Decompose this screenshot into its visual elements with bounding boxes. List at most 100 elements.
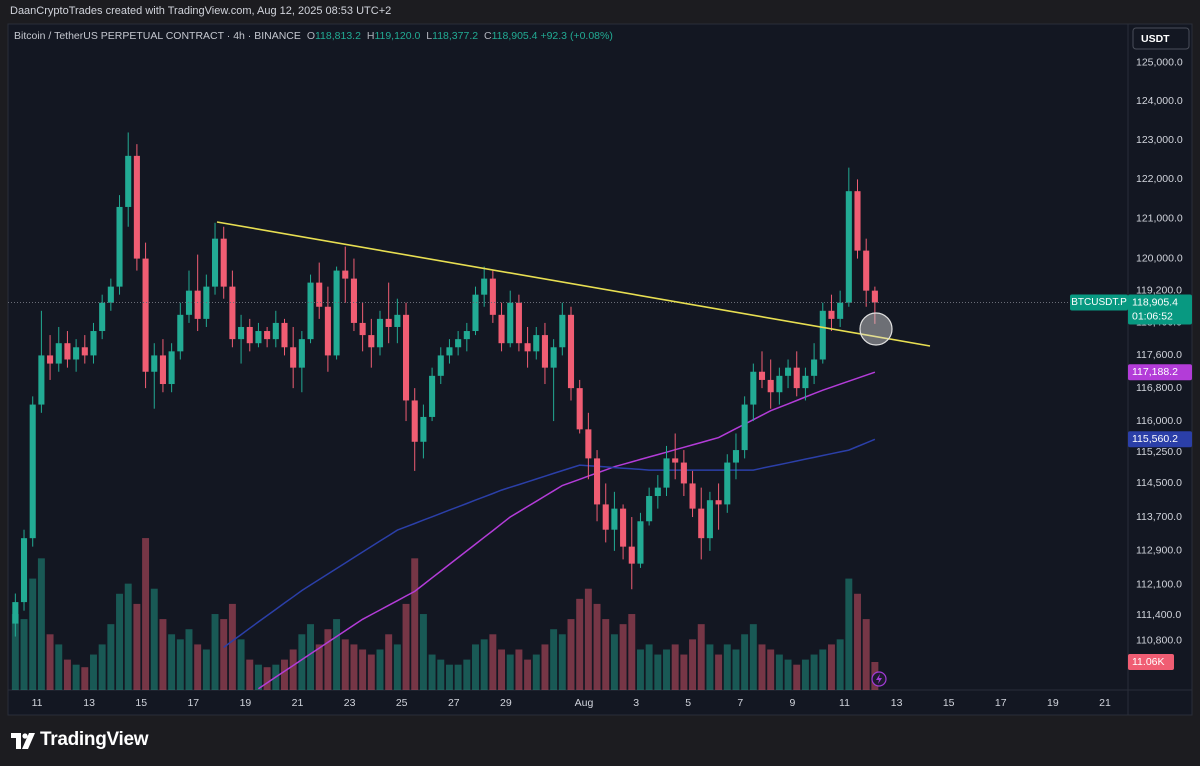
y-tick-label: 123,000.0 [1136,134,1183,146]
volume-bar [315,644,323,690]
volume-bar [801,659,809,690]
candle-body [272,322,279,340]
volume-bar [532,654,540,690]
candle-body [446,347,453,356]
volume-bar [37,558,45,690]
alert-bolt [876,674,882,684]
volume-bar [498,649,506,690]
volume-bar [732,649,740,690]
volume-bar [220,619,228,690]
currency: USDT [1141,33,1170,45]
x-tick-label: 13 [891,697,903,709]
x-tick-label: 11 [839,697,850,709]
candle-body [550,347,557,368]
volume-bar [376,649,384,690]
candle-body [116,206,123,287]
candle-body [724,462,731,505]
volume-bar [116,593,123,690]
candle-body [298,339,305,368]
ma-label-box [1128,364,1192,381]
candle-body [524,343,531,352]
candle-body [324,306,331,356]
y-tick-label: 116,800.0 [1136,382,1182,394]
volume-bar [124,583,132,690]
y-tick-label: 115,250.0 [1136,446,1182,458]
candle-body [359,322,366,336]
candle-body [133,155,140,259]
candle-body [698,508,705,539]
volume-bar [576,598,584,690]
volume-bar [489,634,497,690]
candle-body [420,416,427,442]
volume-bar [333,619,341,690]
volume-bar [385,634,393,690]
x-tick-label: 17 [187,697,199,709]
volume-label: 11.06K [1132,656,1165,668]
x-tick-label: 29 [500,697,512,709]
candle-body [281,322,288,348]
currency-button[interactable] [1132,27,1190,50]
volume-bar [211,614,219,690]
volume-bar [723,644,731,690]
x-tick-label: 9 [789,697,795,709]
candle-body [368,335,375,348]
volume-bar [341,639,349,690]
candle-body [38,355,45,405]
candle-body [472,294,479,332]
candle-body [594,458,601,505]
volume-bar [72,664,80,690]
x-tick-label: Aug [575,697,594,709]
volume-bar [480,639,488,690]
x-tick-label: 23 [344,697,356,709]
candle-body [142,258,149,372]
ma-label: 115,560.2 [1132,433,1178,445]
volume-bar [749,624,757,690]
volume-bar [367,654,375,690]
ohlc-value: 118,377.2 [432,30,479,42]
volume-bar [228,603,236,690]
candle-body [802,375,809,389]
volume-bar [324,629,332,690]
candle-body [785,367,792,376]
candle-body [411,400,418,442]
highlight-circle [859,312,893,346]
candle-body [20,538,28,603]
candle-body [342,270,349,279]
candle-body [811,359,818,376]
x-tick-label: 21 [292,697,304,709]
candle-body [159,355,166,385]
volume-bar [741,634,749,690]
change: +92.3 (+0.08%) [540,30,613,42]
volume-bar [541,644,549,690]
candle-body [776,375,783,393]
volume-bar [819,649,827,690]
ohlc-key: C [484,30,492,42]
ma-label-box [1128,431,1192,448]
volume-bar [194,644,202,690]
candle-body [837,302,844,319]
volume-bar [697,624,705,690]
candle-body [672,458,679,463]
volume-bar [610,634,618,690]
y-tick-label: 110,800.0 [1136,635,1182,647]
volume-bar [854,593,861,690]
volume-bar [289,649,297,690]
volume-bar [550,629,558,690]
x-tick-label: 25 [396,697,408,709]
brand-logo [11,733,35,749]
x-tick-label: 15 [135,697,147,709]
ohlc-key: O [306,30,315,42]
volume-bar [63,659,71,690]
candle-body [246,326,253,344]
volume-bar [793,664,801,690]
logo-part [22,733,28,739]
y-tick-label: 112,900.0 [1136,545,1182,557]
volume-bar [393,644,401,690]
y-tick-label: 125,000.0 [1136,57,1183,69]
volume-bar [628,614,636,690]
candle-body [385,318,392,327]
volume-bar [298,634,306,690]
volume-bar [159,619,167,690]
candle-body [767,379,774,393]
volume-bar [706,644,714,690]
